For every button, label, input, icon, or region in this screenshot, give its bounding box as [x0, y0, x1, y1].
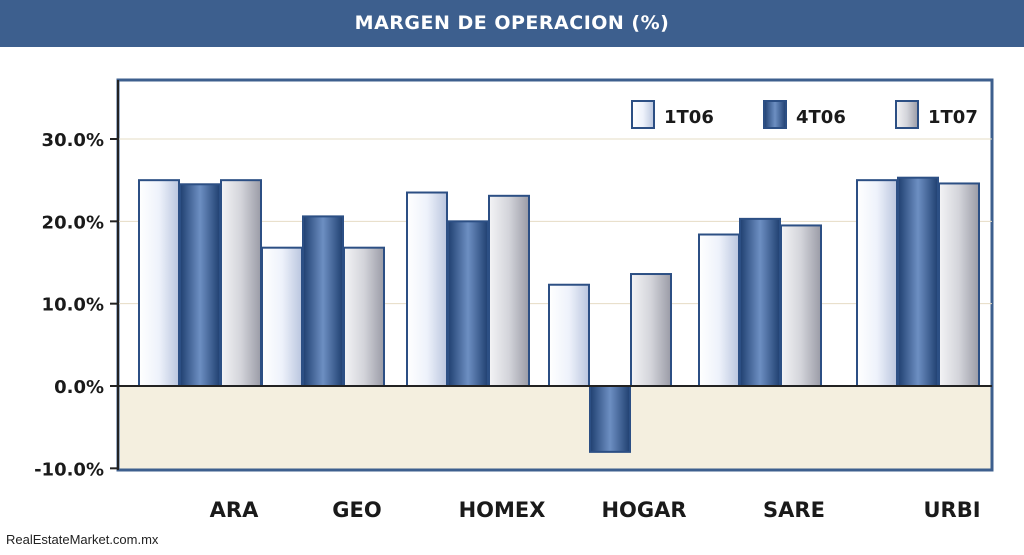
- y-tick-labels: 30.0% 20.0% 10.0% 0.0% -10.0%: [34, 130, 104, 480]
- bar-urbi-1t06: [856, 179, 898, 387]
- bar-chart: 30.0% 20.0% 10.0% 0.0% -10.0% ARA GEO HOMEX HOG…: [34, 78, 994, 522]
- bar-homex-1t07: [488, 194, 530, 387]
- bar-geo-1t07: [343, 246, 385, 387]
- legend-swatch-1t07: [895, 100, 919, 129]
- y-tick-label: -10.0%: [34, 459, 104, 480]
- bar-geo-1t06: [261, 246, 303, 387]
- legend-label-1t06: 1T06: [664, 107, 714, 128]
- legend-swatch-4t06: [763, 100, 787, 129]
- x-tick-label-sare: SARE: [763, 498, 825, 522]
- axes: [110, 80, 992, 470]
- bar-geo-4t06: [302, 215, 344, 387]
- bar-urbi-4t06: [897, 176, 939, 387]
- x-tick-labels: ARA GEO HOMEX HOGAR SARE URBI: [210, 498, 981, 522]
- bar-homex-4t06: [447, 220, 489, 387]
- x-tick-label-urbi: URBI: [923, 498, 980, 522]
- bar-sare-1t07: [780, 224, 822, 387]
- legend-swatch-1t06: [631, 100, 655, 129]
- chart-header-bar: MARGEN DE OPERACION (%): [0, 0, 1024, 47]
- bar-ara-1t07: [220, 179, 262, 387]
- bar-homex-1t06: [406, 191, 448, 387]
- plot-area-negative: [118, 386, 992, 470]
- bar-hogar-1t07: [630, 273, 672, 388]
- bar-hogar-1t06: [548, 283, 590, 387]
- y-tick-label: 30.0%: [42, 130, 104, 151]
- y-tick-label: 0.0%: [54, 377, 104, 398]
- x-tick-label-homex: HOMEX: [459, 498, 546, 522]
- bar-sare-4t06: [739, 217, 781, 387]
- legend: 1T06 4T06 1T07: [631, 100, 978, 129]
- x-tick-label-geo: GEO: [332, 498, 381, 522]
- x-tick-label-ara: ARA: [210, 498, 259, 522]
- y-tick-label: 10.0%: [42, 295, 104, 316]
- bar-urbi-1t07: [938, 182, 980, 387]
- bar-ara-1t06: [138, 179, 180, 387]
- bar-hogar-4t06: [589, 385, 631, 453]
- legend-label-1t07: 1T07: [928, 107, 978, 128]
- chart-title: MARGEN DE OPERACION (%): [354, 12, 670, 34]
- bar-ara-4t06: [179, 183, 221, 387]
- legend-label-4t06: 4T06: [796, 107, 846, 128]
- y-tick-label: 20.0%: [42, 212, 104, 233]
- bars: [138, 176, 980, 453]
- x-tick-label-hogar: HOGAR: [601, 498, 686, 522]
- source-credit: RealEstateMarket.com.mx: [6, 532, 159, 547]
- bar-sare-1t06: [698, 233, 740, 387]
